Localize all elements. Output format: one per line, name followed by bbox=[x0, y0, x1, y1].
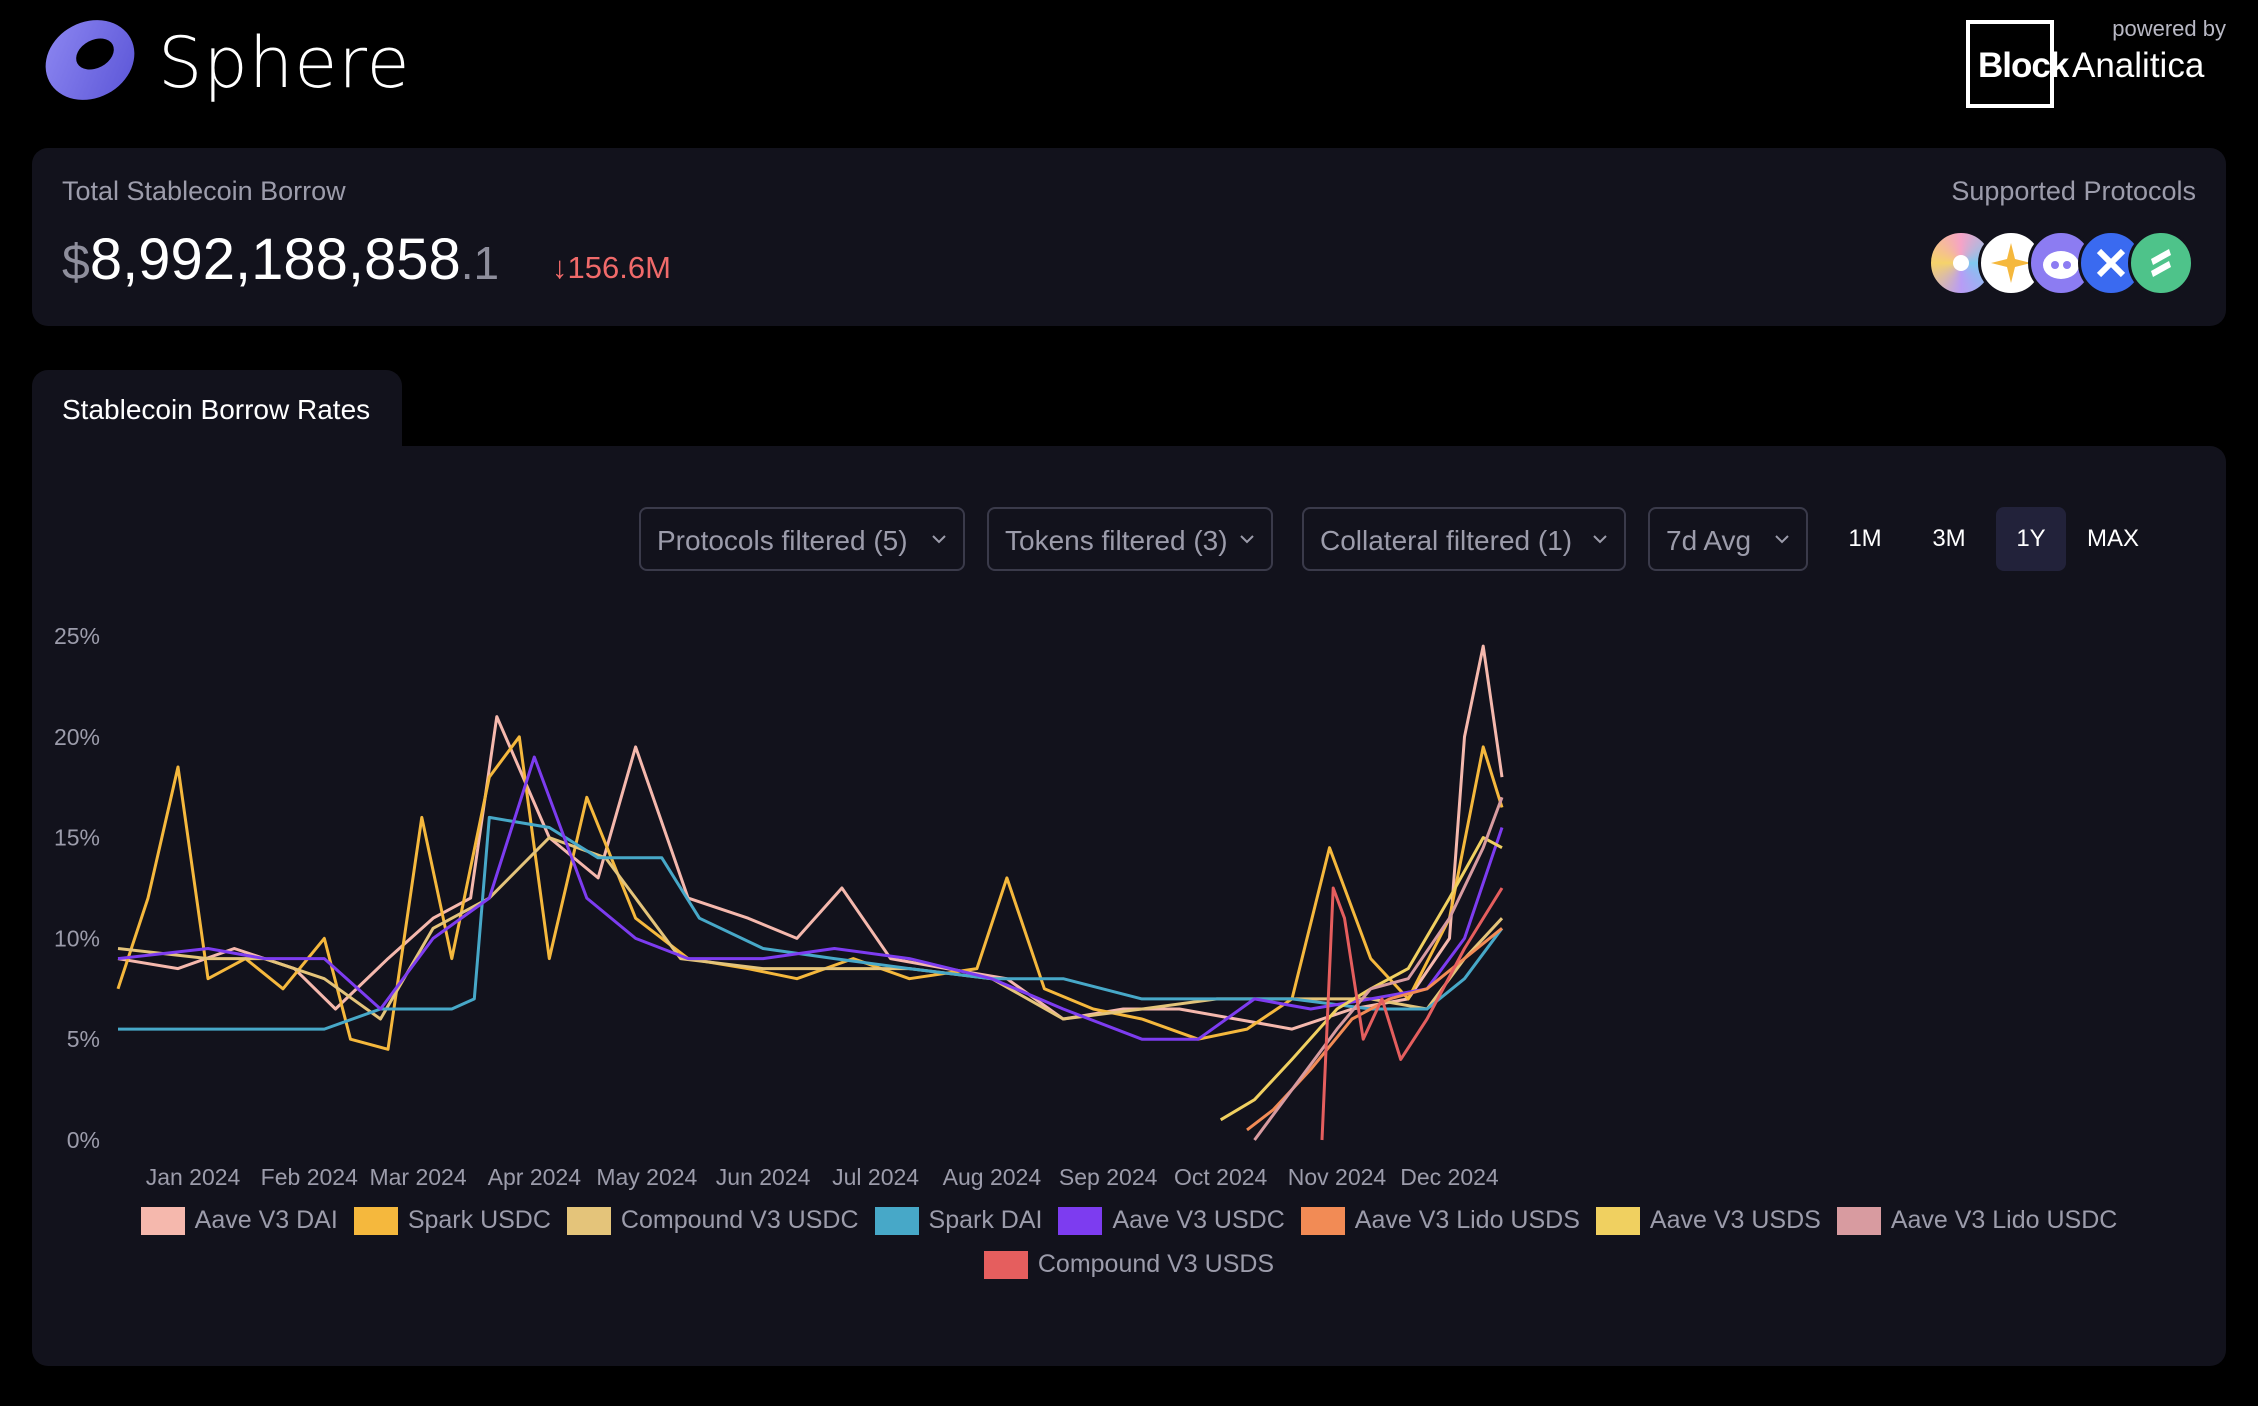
supported-protocols-title: Supported Protocols bbox=[1951, 176, 2196, 206]
legend-row: Aave V3 DAI Spark USDC Compound V3 USDC Spa… bbox=[32, 1206, 2226, 1246]
y-tick-label: 5% bbox=[67, 1026, 100, 1052]
x-tick-label: Jun 2024 bbox=[716, 1164, 811, 1190]
tokens-filter-label: Tokens filtered (3) bbox=[1005, 525, 1228, 556]
x-tick-label: Dec 2024 bbox=[1400, 1164, 1499, 1190]
powered-by-badge[interactable]: powered by Block Analitica bbox=[1966, 16, 2226, 110]
borrow-rates-line-chart[interactable]: 0% 5% 10% 15% 20% 25% Jan 2024 Feb 2024 Mar 2024… bbox=[32, 446, 2226, 1206]
series-line-spark-usdc[interactable] bbox=[116, 735, 1504, 1051]
average-dropdown[interactable]: 7d Avg bbox=[1648, 507, 1808, 571]
aave-icon[interactable] bbox=[1928, 230, 1994, 296]
y-tick-label: 25% bbox=[54, 623, 100, 649]
legend-item[interactable]: Aave V3 Lido USDC bbox=[1836, 1206, 2118, 1236]
chevron-down-icon bbox=[932, 535, 946, 544]
partner-name-block: Block bbox=[1978, 46, 2069, 85]
legend-label: Spark USDC bbox=[407, 1206, 551, 1234]
total-borrow-value-decimal: .1 bbox=[460, 237, 500, 289]
legend-label: Aave V3 USDC bbox=[1112, 1206, 1285, 1234]
legend-label: Aave V3 Lido USDC bbox=[1890, 1206, 2118, 1234]
series-line-aave-v3-dai[interactable] bbox=[117, 644, 1504, 1031]
total-borrow-value: $8,992,188,858.1 bbox=[62, 226, 499, 293]
partner-name-rest: Analitica bbox=[2072, 46, 2205, 85]
legend-label: Aave V3 DAI bbox=[194, 1206, 338, 1234]
y-tick-label: 10% bbox=[54, 925, 100, 951]
x-tick-label: Mar 2024 bbox=[369, 1164, 466, 1190]
x-tick-label: May 2024 bbox=[596, 1164, 697, 1190]
range-1m-button[interactable]: 1M bbox=[1848, 525, 1882, 552]
legend-label: Aave V3 USDS bbox=[1649, 1206, 1821, 1234]
series-line-compound-v3-usdc[interactable] bbox=[117, 836, 1504, 1021]
protocols-filter-dropdown[interactable]: Protocols filtered (5) bbox=[639, 507, 965, 571]
legend-swatch bbox=[1058, 1207, 1103, 1236]
range-3m-button[interactable]: 3M bbox=[1932, 525, 1966, 552]
legend-swatch bbox=[1300, 1207, 1345, 1236]
block-analitica-logo-box bbox=[1966, 20, 2054, 108]
series-line-aave-v3-usdc[interactable] bbox=[117, 755, 1504, 1041]
legend-swatch bbox=[1836, 1207, 1881, 1236]
x-tick-label: Feb 2024 bbox=[261, 1164, 358, 1190]
collateral-filter-label: Collateral filtered (1) bbox=[1320, 525, 1573, 556]
legend-swatch bbox=[983, 1251, 1028, 1280]
x-tick-label: Oct 2024 bbox=[1174, 1164, 1268, 1190]
series-line-aave-v3-lido-usds[interactable] bbox=[1246, 927, 1503, 1132]
legend-swatch bbox=[566, 1207, 611, 1236]
legend-label: Compound V3 USDC bbox=[620, 1206, 859, 1234]
y-tick-label: 0% bbox=[67, 1127, 100, 1153]
total-borrow-change: ↓156.6M bbox=[552, 250, 671, 285]
tab-stablecoin-borrow-rates[interactable]: Stablecoin Borrow Rates bbox=[32, 370, 402, 450]
series-line-spark-dai[interactable] bbox=[118, 815, 1504, 1031]
series-line-aave-v3-lido-usdc[interactable] bbox=[1253, 796, 1504, 1141]
total-borrow-title: Total Stablecoin Borrow bbox=[62, 176, 346, 206]
legend-item[interactable]: Aave V3 Lido USDS bbox=[1300, 1206, 1580, 1236]
range-1y-button[interactable]: 1Y bbox=[1996, 507, 2066, 571]
tokens-filter-dropdown[interactable]: Tokens filtered (3) bbox=[987, 507, 1273, 571]
powered-by-label: powered by bbox=[2112, 16, 2226, 41]
collateral-filter-dropdown[interactable]: Collateral filtered (1) bbox=[1302, 507, 1626, 571]
y-tick-label: 15% bbox=[54, 825, 100, 851]
legend-item[interactable]: Compound V3 USDS bbox=[983, 1250, 1275, 1280]
x-tick-label: Jul 2024 bbox=[832, 1164, 919, 1190]
legend-row: Compound V3 USDS bbox=[32, 1250, 2226, 1290]
app-name[interactable]: Sphere bbox=[158, 22, 411, 104]
legend-item[interactable]: Compound V3 USDC bbox=[566, 1206, 859, 1236]
x-tick-label: Jan 2024 bbox=[146, 1164, 241, 1190]
protocols-filter-label: Protocols filtered (5) bbox=[657, 525, 908, 556]
morpho-icon[interactable] bbox=[2028, 230, 2094, 296]
range-max-button[interactable]: MAX bbox=[2086, 525, 2139, 552]
chevron-down-icon bbox=[1775, 535, 1789, 544]
legend-item[interactable]: Spark DAI bbox=[874, 1206, 1043, 1236]
chevron-down-icon bbox=[1593, 535, 1607, 544]
x-tick-label: Apr 2024 bbox=[488, 1164, 582, 1190]
series-line-compound-v3-usds[interactable] bbox=[1320, 886, 1504, 1141]
legend-swatch bbox=[874, 1207, 919, 1236]
chevron-down-icon bbox=[1240, 535, 1254, 544]
compound-icon[interactable] bbox=[2128, 230, 2194, 296]
app-header: Sphere powered by Block Analitica bbox=[0, 0, 2258, 140]
tab-label: Stablecoin Borrow Rates bbox=[62, 394, 371, 425]
series-line-aave-v3-usds[interactable] bbox=[1219, 836, 1503, 1122]
legend-swatch bbox=[1595, 1207, 1640, 1236]
average-label: 7d Avg bbox=[1666, 525, 1752, 556]
x-tick-label: Nov 2024 bbox=[1288, 1164, 1387, 1190]
total-borrow-value-main: 8,992,188,858 bbox=[89, 227, 461, 292]
legend-label: Compound V3 USDS bbox=[1037, 1250, 1275, 1278]
legend-item[interactable]: Aave V3 USDS bbox=[1595, 1206, 1821, 1236]
legend-item[interactable]: Aave V3 DAI bbox=[140, 1206, 338, 1236]
y-tick-label: 20% bbox=[54, 724, 100, 750]
legend-swatch bbox=[140, 1207, 185, 1236]
legend-label: Aave V3 Lido USDS bbox=[1354, 1206, 1580, 1234]
legend-item[interactable]: Spark USDC bbox=[353, 1206, 551, 1236]
currency-symbol: $ bbox=[62, 234, 90, 290]
total-borrow-card: Total Stablecoin Borrow $8,992,188,858.1… bbox=[32, 148, 2226, 326]
legend-item[interactable]: Aave V3 USDC bbox=[1058, 1206, 1285, 1236]
x-tick-label: Sep 2024 bbox=[1059, 1164, 1158, 1190]
x-tick-label: Aug 2024 bbox=[943, 1164, 1042, 1190]
legend-label: Spark DAI bbox=[928, 1206, 1043, 1234]
sphere-logo-icon[interactable] bbox=[40, 14, 140, 106]
chart-card: Protocols filtered (5) Tokens filtered (… bbox=[32, 446, 2226, 1366]
supported-protocols-icons bbox=[1928, 230, 2198, 298]
legend-swatch bbox=[353, 1207, 398, 1236]
